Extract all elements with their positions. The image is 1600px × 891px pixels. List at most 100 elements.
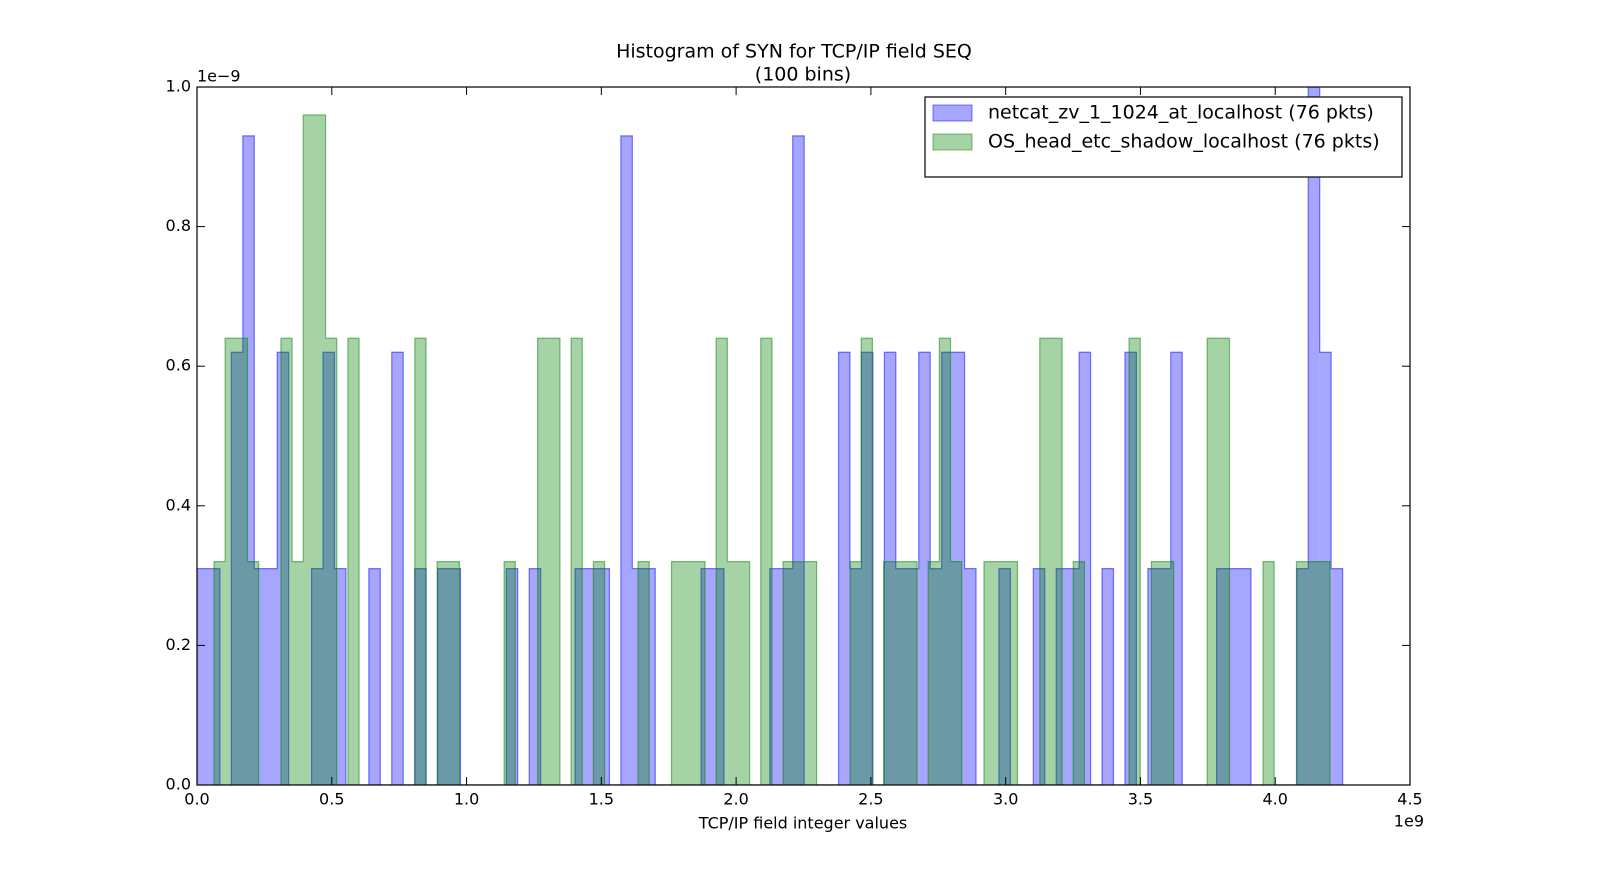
histogram-bar <box>311 568 324 785</box>
histogram-bar <box>334 568 346 785</box>
x-tick-label: 0.5 <box>319 790 344 809</box>
x-axis-label: TCP/IP field integer values <box>698 814 908 833</box>
histogram-bar <box>760 338 772 785</box>
histogram-bar <box>414 338 427 785</box>
histogram-bar <box>850 561 862 785</box>
histogram-bar <box>1147 568 1160 785</box>
step-outline <box>213 114 1331 785</box>
y-offset-label: 1e−9 <box>197 67 241 86</box>
histogram-bar <box>964 568 977 785</box>
plot-frame <box>196 86 1411 786</box>
histogram-bar <box>1308 87 1320 785</box>
legend-label: OS_head_etc_shadow_localhost (76 pkts) <box>988 131 1380 153</box>
histogram-bar <box>950 561 962 785</box>
histogram-bar <box>571 338 583 785</box>
x-tick-label: 4.5 <box>1397 790 1422 809</box>
histogram-bar <box>727 561 739 785</box>
x-tick-label: 2.5 <box>858 790 883 809</box>
plot-area <box>197 87 1344 785</box>
histogram-bar <box>449 568 461 785</box>
histogram-bar <box>1170 352 1183 785</box>
legend-box <box>924 96 1403 178</box>
y-tick-label: 0.4 <box>166 495 191 514</box>
histogram-bar <box>928 561 940 785</box>
histogram-bar <box>437 568 450 785</box>
histogram-bar <box>391 352 404 785</box>
histogram-bar <box>236 338 248 785</box>
histogram-bar <box>277 352 289 785</box>
histogram-bar <box>548 338 560 785</box>
histogram-bar <box>693 561 706 785</box>
histogram-bar <box>712 568 724 785</box>
histogram-bar <box>292 561 304 785</box>
y-tick-label: 1.0 <box>166 77 191 96</box>
histogram-bar <box>597 568 610 785</box>
x-tick-label: 4.0 <box>1262 790 1287 809</box>
histogram-bar <box>998 568 1011 785</box>
chart-title: Histogram of SYN for TCP/IP field SEQ <box>616 41 972 63</box>
x-tick-label: 3.5 <box>1128 790 1153 809</box>
legend-swatch <box>932 133 973 151</box>
histogram-bar <box>448 561 460 785</box>
histogram-bar <box>325 338 337 785</box>
histogram-bar <box>838 352 850 785</box>
histogram-bar <box>1033 568 1045 785</box>
histogram-bar <box>941 352 954 785</box>
histogram-bar <box>939 338 951 785</box>
histogram-bar <box>1319 352 1332 785</box>
histogram-bar <box>1296 568 1309 785</box>
legend-label: netcat_zv_1_1024_at_localhost (76 pkts) <box>988 102 1374 124</box>
histogram-bar <box>437 561 449 785</box>
histogram-bar <box>794 561 806 785</box>
histogram-bar <box>586 568 598 785</box>
step-outline <box>197 87 1344 785</box>
histogram-bar <box>895 568 908 785</box>
histogram-bar <box>231 352 243 785</box>
x-tick-label: 3.0 <box>993 790 1018 809</box>
histogram-bar <box>1124 352 1137 785</box>
histogram-bar <box>225 338 237 785</box>
histogram-bar <box>1050 338 1063 785</box>
histogram-bar <box>1129 338 1141 785</box>
histogram-bar <box>638 561 650 785</box>
chart-subtitle: (100 bins) <box>755 64 851 86</box>
histogram-bar <box>1331 568 1343 785</box>
histogram-bar <box>620 135 633 785</box>
histogram-bar <box>701 568 713 785</box>
histogram-bar <box>1159 568 1171 785</box>
histogram-bar <box>347 338 360 785</box>
histogram-bar <box>995 561 1007 785</box>
histogram-bar <box>368 568 381 785</box>
histogram-bar <box>1307 561 1319 785</box>
histogram-bar <box>883 561 895 785</box>
histogram-bar <box>280 338 293 785</box>
histogram-bar <box>792 135 805 785</box>
histogram-bar <box>314 114 326 785</box>
histogram-bar <box>323 352 335 785</box>
x-tick-label: 1.0 <box>454 790 479 809</box>
histogram-bar <box>769 568 782 785</box>
histogram-bar <box>805 561 817 785</box>
x-tick-label: 2.0 <box>723 790 748 809</box>
histogram-bar <box>1216 568 1229 785</box>
histogram-bar <box>884 352 896 785</box>
histogram-bar <box>1228 568 1240 785</box>
histogram-bar <box>983 561 996 785</box>
histogram-bar <box>593 561 605 785</box>
histogram-bar <box>905 561 918 785</box>
histogram-bar <box>1102 568 1114 785</box>
histogram-bar <box>575 568 587 785</box>
histogram-bar <box>303 114 315 785</box>
histogram-bar <box>738 561 750 785</box>
histogram-bar <box>1039 338 1051 785</box>
histogram-bar <box>1006 561 1018 785</box>
y-tick-label: 0.0 <box>166 775 191 794</box>
histogram-bar <box>247 561 259 785</box>
histogram-bar <box>265 568 278 785</box>
histogram-bar <box>682 561 694 785</box>
histogram-bar <box>918 352 931 785</box>
histogram-bar <box>907 568 919 785</box>
histogram-bar <box>1151 561 1163 785</box>
